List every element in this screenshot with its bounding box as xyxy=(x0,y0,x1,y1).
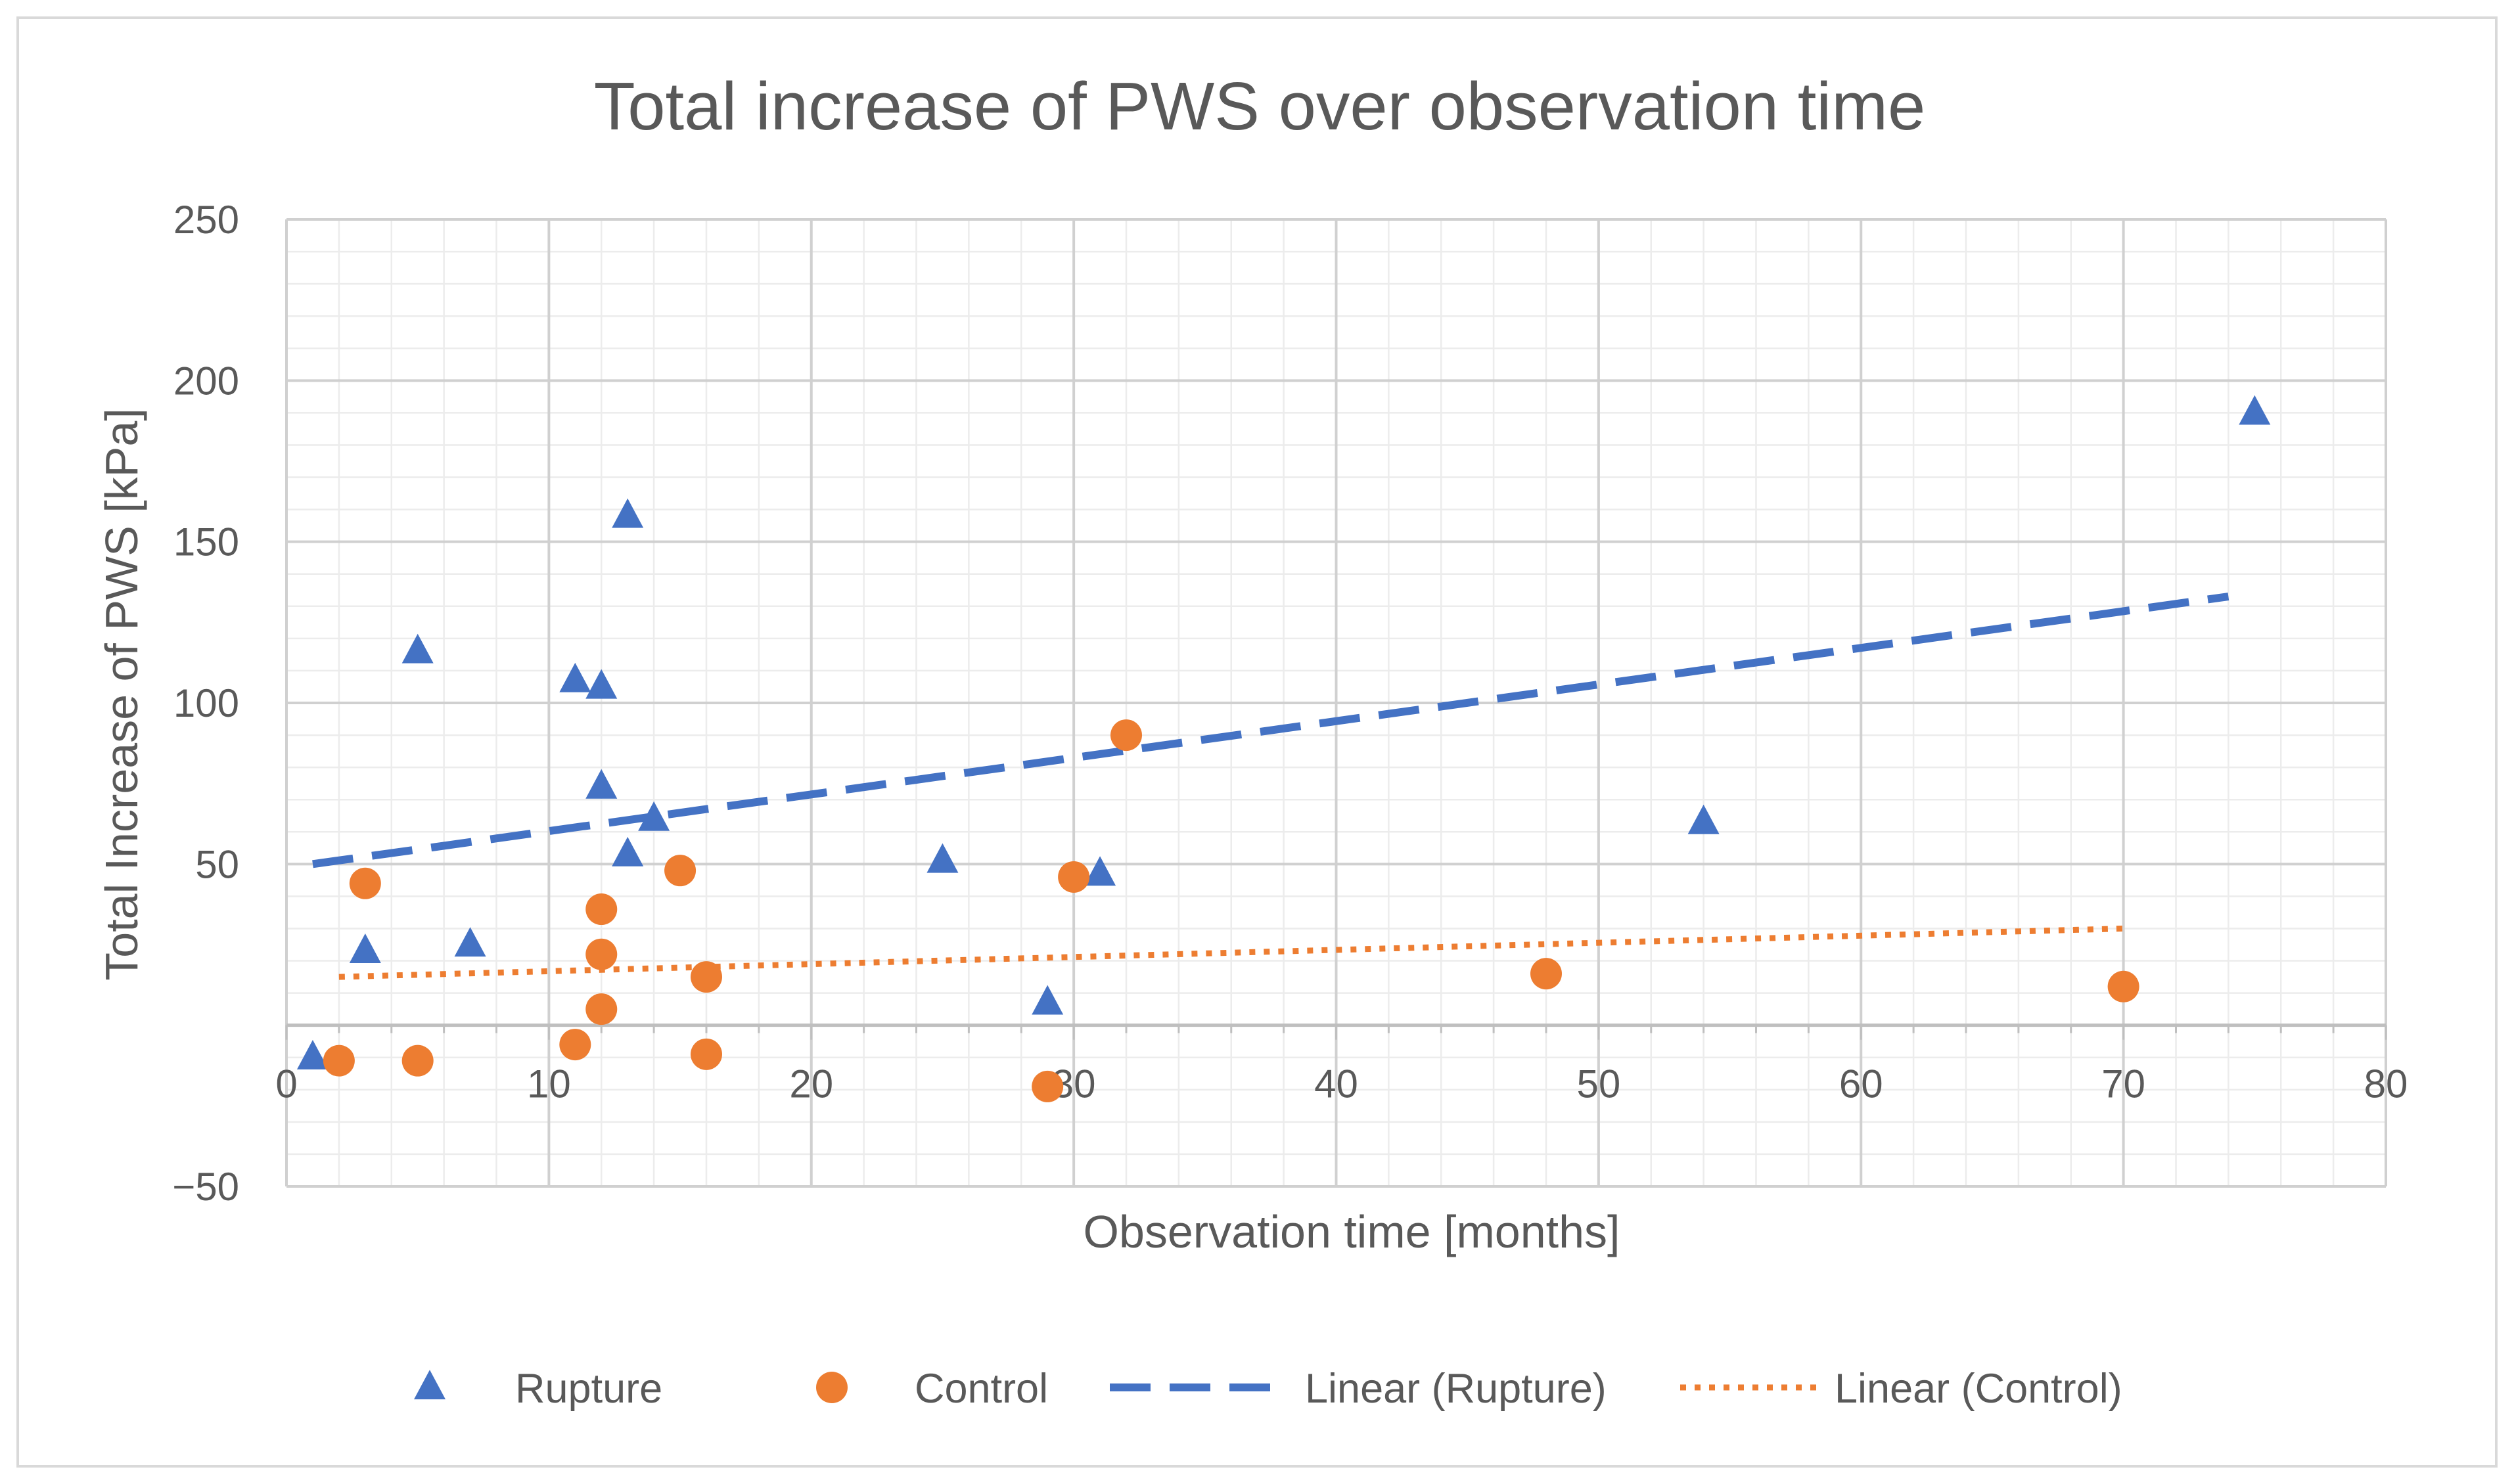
point-control xyxy=(1110,719,1142,752)
y-tick-label: 150 xyxy=(173,520,239,564)
point-rupture xyxy=(296,1039,329,1069)
point-rupture xyxy=(1687,804,1720,834)
x-tick-label: 50 xyxy=(1577,1062,1621,1106)
data-points xyxy=(296,395,2271,1102)
point-control xyxy=(585,938,618,970)
x-tick-label: 70 xyxy=(2101,1062,2145,1106)
y-tick-labels: −50 50 100 150 200 250 xyxy=(172,198,239,1209)
point-rupture xyxy=(585,769,618,799)
point-control xyxy=(585,893,618,926)
chart-svg: Total increase of PWS over observation t… xyxy=(96,68,2408,1412)
point-control xyxy=(1032,1070,1064,1102)
point-rupture xyxy=(401,633,434,663)
point-rupture xyxy=(585,669,618,699)
point-rupture xyxy=(1084,856,1116,886)
chart-area: Total increase of PWS over observation t… xyxy=(16,16,2498,1468)
point-rupture xyxy=(612,498,644,528)
point-rupture xyxy=(559,662,591,692)
point-rupture xyxy=(1032,985,1064,1015)
point-control xyxy=(1058,861,1090,893)
point-rupture xyxy=(612,836,644,866)
point-control xyxy=(559,1029,591,1061)
point-rupture xyxy=(638,801,670,831)
point-control xyxy=(1530,958,1562,990)
point-control xyxy=(323,1045,355,1077)
x-axis-title: Observation time [months] xyxy=(1084,1206,1620,1257)
legend-marker-rupture xyxy=(414,1370,446,1400)
point-control xyxy=(691,961,722,993)
point-control xyxy=(585,993,618,1025)
point-rupture xyxy=(349,933,381,963)
point-rupture xyxy=(454,927,486,957)
legend-label-rupture: Rupture xyxy=(515,1366,662,1412)
point-control xyxy=(349,867,381,899)
trendline-linear-rupture xyxy=(312,593,2229,868)
point-control xyxy=(664,855,697,887)
x-tick-label: 40 xyxy=(1314,1062,1358,1106)
y-tick-label: 200 xyxy=(173,359,239,403)
x-tick-label: 60 xyxy=(1839,1062,1883,1106)
x-tick-labels: 0 10 20 30 40 50 60 70 80 xyxy=(275,1062,2408,1106)
legend-label-linear-control: Linear (Control) xyxy=(1835,1366,2122,1412)
point-rupture xyxy=(926,843,959,873)
legend: Rupture Control Linear (Rupture) Linear (Co… xyxy=(414,1366,2122,1412)
point-control xyxy=(2107,970,2139,1002)
point-rupture xyxy=(2239,395,2271,425)
legend-label-control: Control xyxy=(915,1366,1048,1412)
point-control xyxy=(691,1038,722,1070)
y-tick-label: −50 xyxy=(172,1165,239,1209)
x-axis xyxy=(285,1023,2387,1040)
trendlines xyxy=(312,593,2229,980)
x-tick-label: 10 xyxy=(527,1062,571,1106)
y-tick-label: 250 xyxy=(173,198,239,242)
x-tick-label: 80 xyxy=(2364,1062,2408,1106)
chart-title: Total increase of PWS over observation t… xyxy=(594,68,1926,144)
x-tick-label: 0 xyxy=(275,1062,297,1106)
legend-marker-control xyxy=(816,1372,848,1403)
y-axis-title: Total Increase of PWS [kPa] xyxy=(96,408,147,980)
y-tick-label: 100 xyxy=(173,681,239,725)
x-tick-label: 20 xyxy=(789,1062,833,1106)
legend-label-linear-rupture: Linear (Rupture) xyxy=(1305,1366,1607,1412)
y-tick-label: 50 xyxy=(195,842,239,886)
point-control xyxy=(401,1045,434,1077)
